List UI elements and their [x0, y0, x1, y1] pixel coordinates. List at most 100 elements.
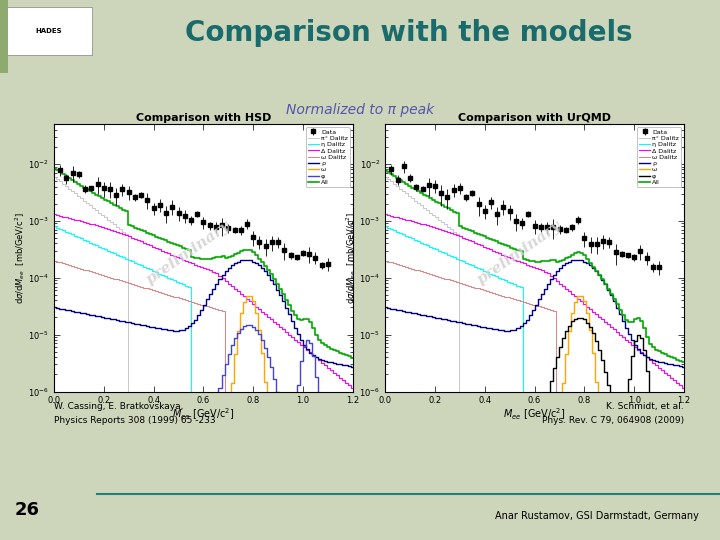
π° Dalitz [107, 219, 116, 225]
ω Dalitz [659, 485, 667, 491]
Δ Dalitz [348, 384, 357, 391]
ω Dalitz [336, 485, 345, 491]
ω [330, 502, 339, 509]
π° Dalitz [125, 502, 134, 509]
ω [662, 502, 670, 509]
ω Dalitz [119, 278, 127, 285]
Text: Physics Reports 308 (1999) 65 -233: Physics Reports 308 (1999) 65 -233 [54, 416, 215, 425]
φ [450, 485, 459, 491]
φ [328, 502, 336, 508]
All [680, 359, 688, 366]
ω Dalitz [680, 485, 688, 491]
π° Dalitz [659, 502, 667, 509]
ω [670, 502, 679, 509]
Text: preliminary: preliminary [144, 218, 233, 287]
π° Dalitz [450, 228, 459, 235]
Line: η Dalitz: η Dalitz [385, 226, 684, 505]
η Dalitz [50, 223, 58, 230]
Δ Dalitz [381, 211, 390, 218]
φ [336, 502, 345, 509]
Text: Normalized to π peak: Normalized to π peak [286, 103, 434, 117]
ω [231, 351, 240, 357]
η Dalitz [680, 502, 688, 509]
ρ [107, 315, 116, 322]
Legend: Data, π° Dalitz, η Dalitz, Δ Dalitz, ω Dalitz, ρ, ω, φ, All: Data, π° Dalitz, η Dalitz, Δ Dalitz, ω D… [306, 127, 350, 187]
η Dalitz [328, 502, 336, 509]
Δ Dalitz [535, 266, 544, 273]
ω [119, 443, 127, 449]
η Dalitz [381, 223, 390, 230]
Line: ω Dalitz: ω Dalitz [54, 261, 353, 488]
Line: All: All [54, 168, 353, 357]
Δ Dalitz [665, 372, 673, 379]
ρ [204, 296, 212, 302]
Δ Dalitz [228, 283, 236, 289]
ω Dalitz [222, 485, 230, 491]
Line: π° Dalitz: π° Dalitz [385, 177, 684, 505]
π° Dalitz [119, 228, 127, 235]
η Dalitz [207, 502, 215, 509]
Line: π° Dalitz: π° Dalitz [54, 177, 353, 505]
φ [50, 485, 58, 491]
All [348, 354, 357, 361]
Text: Anar Rustamov, GSI Darmstadt, Germany: Anar Rustamov, GSI Darmstadt, Germany [495, 511, 698, 521]
ρ [50, 304, 58, 310]
ρ [535, 296, 544, 302]
All [50, 165, 58, 172]
ρ [680, 363, 688, 370]
ω Dalitz [107, 274, 116, 281]
Y-axis label: d$\sigma$/d$M_{ee}$  [mb/GeV/c$^2$]: d$\sigma$/d$M_{ee}$ [mb/GeV/c$^2$] [344, 212, 358, 303]
ρ [240, 256, 248, 263]
ω Dalitz [450, 278, 459, 285]
Line: η Dalitz: η Dalitz [54, 226, 353, 505]
π° Dalitz [207, 502, 215, 509]
φ [535, 441, 544, 448]
ρ [119, 318, 127, 325]
ρ [336, 361, 345, 368]
π° Dalitz [348, 502, 357, 509]
π° Dalitz [231, 502, 240, 509]
π° Dalitz [667, 502, 676, 509]
η Dalitz [520, 502, 528, 509]
φ [348, 502, 357, 509]
η Dalitz [538, 502, 546, 509]
π° Dalitz [328, 502, 336, 509]
ρ [667, 361, 676, 368]
ω [207, 502, 215, 509]
π° Dalitz [438, 219, 447, 225]
All [535, 259, 544, 265]
Line: Δ Dalitz: Δ Dalitz [385, 214, 684, 388]
π° Dalitz [336, 502, 345, 509]
φ [204, 448, 212, 454]
ω [149, 502, 158, 509]
Δ Dalitz [655, 364, 664, 371]
Δ Dalitz [324, 364, 333, 371]
Δ Dalitz [204, 266, 212, 273]
ω Dalitz [348, 485, 357, 491]
ρ [438, 315, 447, 322]
ρ [348, 363, 357, 370]
Title: Comparison with UrQMD: Comparison with UrQMD [458, 113, 611, 124]
π° Dalitz [538, 502, 546, 509]
π° Dalitz [456, 502, 465, 509]
φ [228, 342, 236, 349]
ρ [659, 359, 667, 366]
ω Dalitz [438, 274, 447, 281]
All [450, 208, 459, 215]
Δ Dalitz [559, 283, 567, 289]
ω [339, 502, 348, 509]
ω [246, 292, 254, 299]
Line: ρ: ρ [385, 260, 684, 367]
ω [577, 292, 585, 299]
Bar [0, 0, 8, 73]
All [333, 348, 342, 355]
π° Dalitz [562, 502, 571, 509]
ω [538, 502, 546, 509]
Δ Dalitz [438, 227, 447, 233]
All [107, 200, 116, 206]
Δ Dalitz [333, 372, 342, 379]
All [228, 252, 236, 259]
π° Dalitz [381, 173, 390, 180]
Text: 26: 26 [14, 501, 40, 519]
X-axis label: $M_{ee}$ [GeV/c$^2$]: $M_{ee}$ [GeV/c$^2$] [172, 407, 235, 422]
